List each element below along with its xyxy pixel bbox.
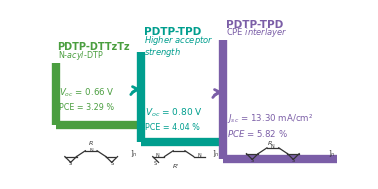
Text: ]$_n$: ]$_n$: [130, 148, 138, 159]
Text: R: R: [89, 141, 93, 146]
Text: PCE = 4.04 %: PCE = 4.04 %: [146, 123, 200, 132]
Text: $\it{V}_{oc}$ = 0.66 V: $\it{V}_{oc}$ = 0.66 V: [59, 86, 115, 99]
Text: S: S: [69, 161, 72, 166]
Text: S: S: [292, 158, 295, 163]
Text: $\it{Higher\ acceptor}$: $\it{Higher\ acceptor}$: [144, 34, 214, 47]
Text: PDTP-TPD: PDTP-TPD: [226, 20, 283, 30]
Text: N: N: [271, 144, 275, 149]
Text: S: S: [154, 161, 157, 166]
Text: R: R: [268, 141, 272, 146]
Text: ]$_n$: ]$_n$: [212, 148, 220, 159]
Text: $\it{J}_{sc}$ = 13.30 mA/cm²: $\it{J}_{sc}$ = 13.30 mA/cm²: [228, 112, 313, 125]
Text: PDTP-TPD: PDTP-TPD: [144, 27, 201, 37]
Text: N-$\it{acyl}$-DTP: N-$\it{acyl}$-DTP: [57, 49, 103, 62]
Text: ]$_n$: ]$_n$: [328, 148, 335, 159]
Text: N: N: [155, 153, 159, 158]
Text: N: N: [89, 148, 93, 153]
Text: PDTP-DTTzTz: PDTP-DTTzTz: [57, 42, 130, 52]
Text: $\it{PCE}$ = 5.82 %: $\it{PCE}$ = 5.82 %: [228, 128, 288, 139]
Text: S: S: [251, 158, 254, 163]
Text: R': R': [173, 164, 179, 169]
Text: $\it{V}_{oc}$ = 0.80 V: $\it{V}_{oc}$ = 0.80 V: [146, 107, 203, 119]
Text: $\it{strength}$: $\it{strength}$: [144, 46, 181, 59]
Text: CPE $\it{interlayer}$: CPE $\it{interlayer}$: [226, 26, 288, 39]
Text: S: S: [110, 161, 113, 166]
Text: N: N: [198, 153, 201, 158]
Text: PCE = 3.29 %: PCE = 3.29 %: [59, 103, 114, 112]
